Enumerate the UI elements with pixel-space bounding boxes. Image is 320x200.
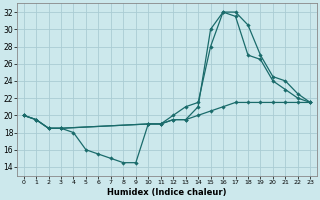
X-axis label: Humidex (Indice chaleur): Humidex (Indice chaleur) <box>107 188 227 197</box>
